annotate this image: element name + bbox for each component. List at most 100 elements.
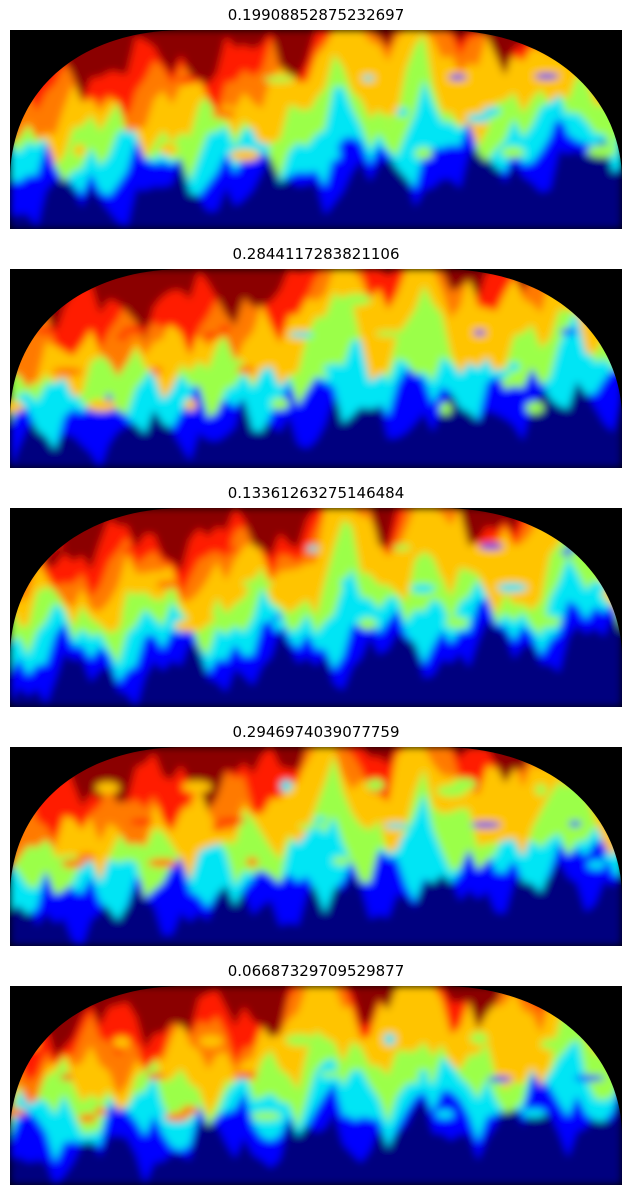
- scalogram-blob: [122, 547, 146, 554]
- scalogram-blob: [594, 361, 612, 371]
- scalogram-blob: [78, 1113, 97, 1123]
- scalogram-blob: [380, 114, 399, 124]
- scalogram-blob: [603, 853, 616, 863]
- scalogram-blob: [497, 583, 528, 593]
- scalogram-blob: [323, 364, 348, 374]
- panel-title: 0.19908852875232697: [227, 6, 405, 24]
- scalogram-blob: [578, 368, 602, 378]
- scalogram-blob: [285, 1034, 316, 1047]
- scalogram-blob: [103, 613, 122, 626]
- scalogram-blob: [409, 363, 440, 373]
- scalogram-blob: [177, 77, 202, 84]
- scalogram-plot: [10, 269, 622, 468]
- scalogram-blob: [150, 366, 163, 376]
- scalogram-blob: [569, 820, 582, 827]
- scalogram-blob: [298, 108, 329, 118]
- scalogram-blob: [43, 819, 62, 826]
- scalogram-band: [10, 747, 622, 811]
- scalogram-blob: [69, 581, 88, 591]
- scalogram-blob: [534, 73, 559, 80]
- scalogram-blob: [525, 401, 544, 414]
- scalogram-blob: [362, 75, 375, 82]
- scalogram-blob: [418, 855, 443, 865]
- scalogram-blob: [289, 331, 314, 338]
- scalogram-blob: [469, 1032, 488, 1045]
- scalogram-plot: [10, 986, 622, 1185]
- scalogram-blob: [392, 544, 411, 551]
- scalogram-field: [10, 269, 622, 468]
- scalogram-blob: [94, 1106, 107, 1116]
- scalogram-blob: [319, 1071, 350, 1078]
- scalogram-blob: [535, 783, 547, 796]
- scalogram-blob: [202, 332, 221, 339]
- scalogram-blob: [272, 618, 285, 631]
- scalogram-blob: [561, 549, 574, 556]
- scalogram-blob: [147, 858, 178, 868]
- scalogram-blob: [216, 817, 246, 824]
- scalogram-blob: [280, 779, 293, 792]
- scalogram-field: [10, 30, 622, 229]
- scalogram-blob: [396, 107, 409, 117]
- scalogram-blob: [522, 1108, 547, 1118]
- scalogram-blob: [341, 293, 372, 306]
- scalogram-blob: [357, 396, 382, 409]
- scalogram-blob: [500, 146, 525, 159]
- scalogram-blob: [246, 857, 259, 867]
- scalogram-blob: [77, 852, 96, 862]
- scalogram-blob: [218, 325, 231, 332]
- scalogram-blob: [410, 584, 435, 594]
- scalogram-blob: [427, 577, 445, 587]
- scalogram-blob: [482, 106, 501, 116]
- scalogram-blob: [10, 400, 25, 413]
- scalogram-blob: [417, 1070, 430, 1077]
- panel-title: 0.2844117283821106: [232, 245, 400, 263]
- scalogram-blob: [271, 397, 289, 410]
- scalogram-blob: [445, 616, 470, 629]
- scalogram-blob: [251, 1111, 282, 1121]
- scalogram-blob: [491, 369, 510, 379]
- scalogram-blob: [17, 614, 30, 627]
- scalogram-blob: [112, 1036, 131, 1049]
- scalogram-blob: [120, 326, 151, 333]
- scalogram-blob: [340, 578, 353, 588]
- scalogram-band: [10, 269, 622, 340]
- scalogram-blob: [470, 821, 501, 828]
- scalogram-blob: [349, 1110, 362, 1120]
- scalogram-blob: [146, 1073, 165, 1080]
- scalogram-blob: [358, 617, 377, 630]
- scalogram-blob: [315, 1078, 328, 1085]
- scalogram-blob: [587, 860, 606, 870]
- scalogram-plot: [10, 747, 622, 946]
- scalogram-blob: [34, 327, 59, 334]
- scalogram-blob: [264, 76, 294, 83]
- scalogram-blob: [473, 329, 486, 336]
- scalogram-blob: [507, 362, 520, 372]
- scalogram-blob: [125, 110, 144, 120]
- scalogram-blob: [436, 784, 467, 797]
- panel-title: 0.06687329709529877: [227, 962, 405, 980]
- scalogram-plot: [10, 508, 622, 707]
- scalogram-blob: [375, 330, 406, 337]
- scalogram-blob: [39, 111, 52, 121]
- scalogram-field: [10, 986, 622, 1185]
- scalogram-blob: [229, 149, 260, 162]
- scalogram-blob: [314, 816, 327, 823]
- scalogram-blob: [439, 402, 452, 415]
- scalogram-blob: [211, 109, 236, 119]
- scalogram-blob: [156, 580, 181, 590]
- scalogram-blob: [212, 824, 224, 831]
- scalogram-blob: [242, 579, 273, 589]
- scalogram-blob: [332, 856, 351, 866]
- scalogram-field: [10, 747, 622, 946]
- scalogram-blob: [184, 398, 197, 411]
- scalogram-blob: [306, 545, 319, 552]
- scalogram-blob: [574, 1075, 605, 1082]
- scalogram-blob: [531, 615, 562, 628]
- scalogram-blob: [435, 1109, 454, 1119]
- scalogram-blob: [552, 112, 583, 122]
- scalogram-blob: [95, 781, 120, 794]
- scalogram-blob: [52, 367, 83, 377]
- scalogram-blob: [414, 147, 433, 160]
- scalogram-blob: [479, 543, 504, 550]
- scalogram-blob: [324, 585, 343, 595]
